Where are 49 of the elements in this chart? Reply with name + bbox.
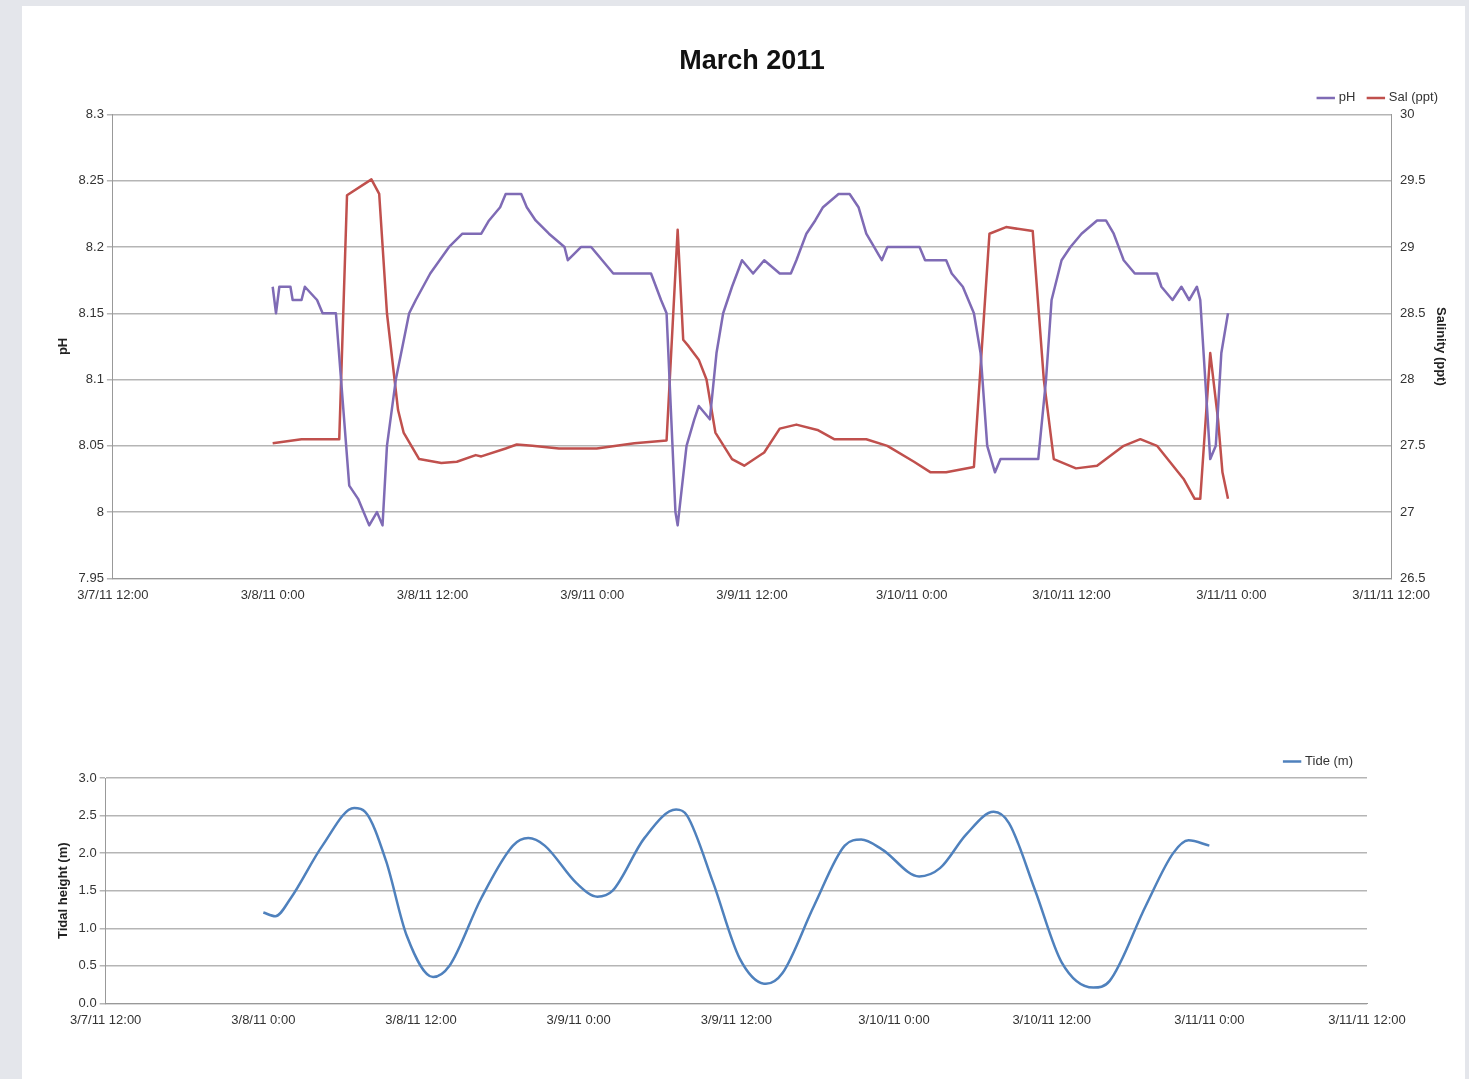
x-tick-label: 3/8/11 0:00 — [240, 586, 305, 602]
x-tick-label: 3/10/11 0:00 — [876, 586, 948, 602]
y-tick-label: 8.3 — [85, 105, 104, 121]
y2-tick-label: 28 — [1400, 371, 1415, 387]
x-tick-label: 3/9/11 12:00 — [700, 1011, 772, 1027]
y2-axis-title: Salinity (ppt) — [1433, 307, 1449, 386]
y-tick-label: 8 — [96, 503, 104, 519]
x-tick-label: 3/11/11 0:00 — [1196, 586, 1267, 602]
line-series — [262, 806, 1211, 989]
y-tick-label: 2.5 — [78, 807, 97, 823]
y-tick-label: 8.25 — [78, 172, 104, 188]
y-tick-label: 1.0 — [78, 919, 97, 935]
x-tick-label: 3/9/11 0:00 — [560, 586, 625, 602]
x-tick-label: 3/7/11 12:00 — [70, 1011, 142, 1027]
x-tick-label: 3/10/11 12:00 — [1032, 586, 1111, 602]
y2-tick-label: 29.5 — [1400, 172, 1426, 188]
x-tick-label: 3/8/11 12:00 — [396, 586, 469, 602]
y-axis-title: Tidal height (m) — [55, 842, 71, 939]
y-tick-label: 1.5 — [78, 882, 97, 898]
x-tick-label: 3/7/11 12:00 — [77, 586, 149, 602]
legend-label: Tide (m) — [1305, 753, 1353, 769]
x-tick-label: 3/8/11 12:00 — [385, 1011, 457, 1027]
y-tick-label: 0.5 — [78, 957, 97, 973]
legend-label: Sal (ppt) — [1388, 89, 1439, 105]
x-tick-label: 3/9/11 0:00 — [546, 1011, 611, 1027]
y2-tick-label: 27 — [1400, 503, 1415, 519]
y-tick-label: 8.2 — [85, 238, 104, 254]
x-tick-label: 3/11/11 0:00 — [1174, 1011, 1245, 1027]
y2-tick-label: 27.5 — [1400, 437, 1426, 453]
y2-tick-label: 26.5 — [1400, 569, 1426, 585]
x-tick-label: 3/10/11 0:00 — [858, 1011, 930, 1027]
x-tick-label: 3/11/11 12:00 — [1328, 1011, 1406, 1027]
y2-tick-label: 28.5 — [1400, 304, 1426, 320]
y-tick-label: 8.15 — [78, 304, 104, 320]
y-tick-label: 8.05 — [78, 437, 104, 453]
y-tick-label: 2.0 — [78, 844, 97, 860]
y-axis-title: pH — [55, 337, 71, 356]
chart-title: March 2011 — [679, 44, 825, 75]
x-tick-label: 3/10/11 12:00 — [1012, 1011, 1091, 1027]
x-tick-label: 3/11/11 12:00 — [1352, 586, 1430, 602]
legend-label: pH — [1338, 89, 1356, 105]
y2-tick-label: 29 — [1400, 238, 1415, 254]
x-tick-label: 3/9/11 12:00 — [716, 586, 788, 602]
y-tick-label: 7.95 — [78, 569, 104, 585]
x-tick-label: 3/8/11 0:00 — [231, 1011, 296, 1027]
y-tick-label: 0.0 — [78, 994, 97, 1010]
y2-tick-label: 30 — [1400, 105, 1415, 121]
y-tick-label: 8.1 — [85, 371, 104, 387]
y-tick-label: 3.0 — [78, 769, 97, 785]
